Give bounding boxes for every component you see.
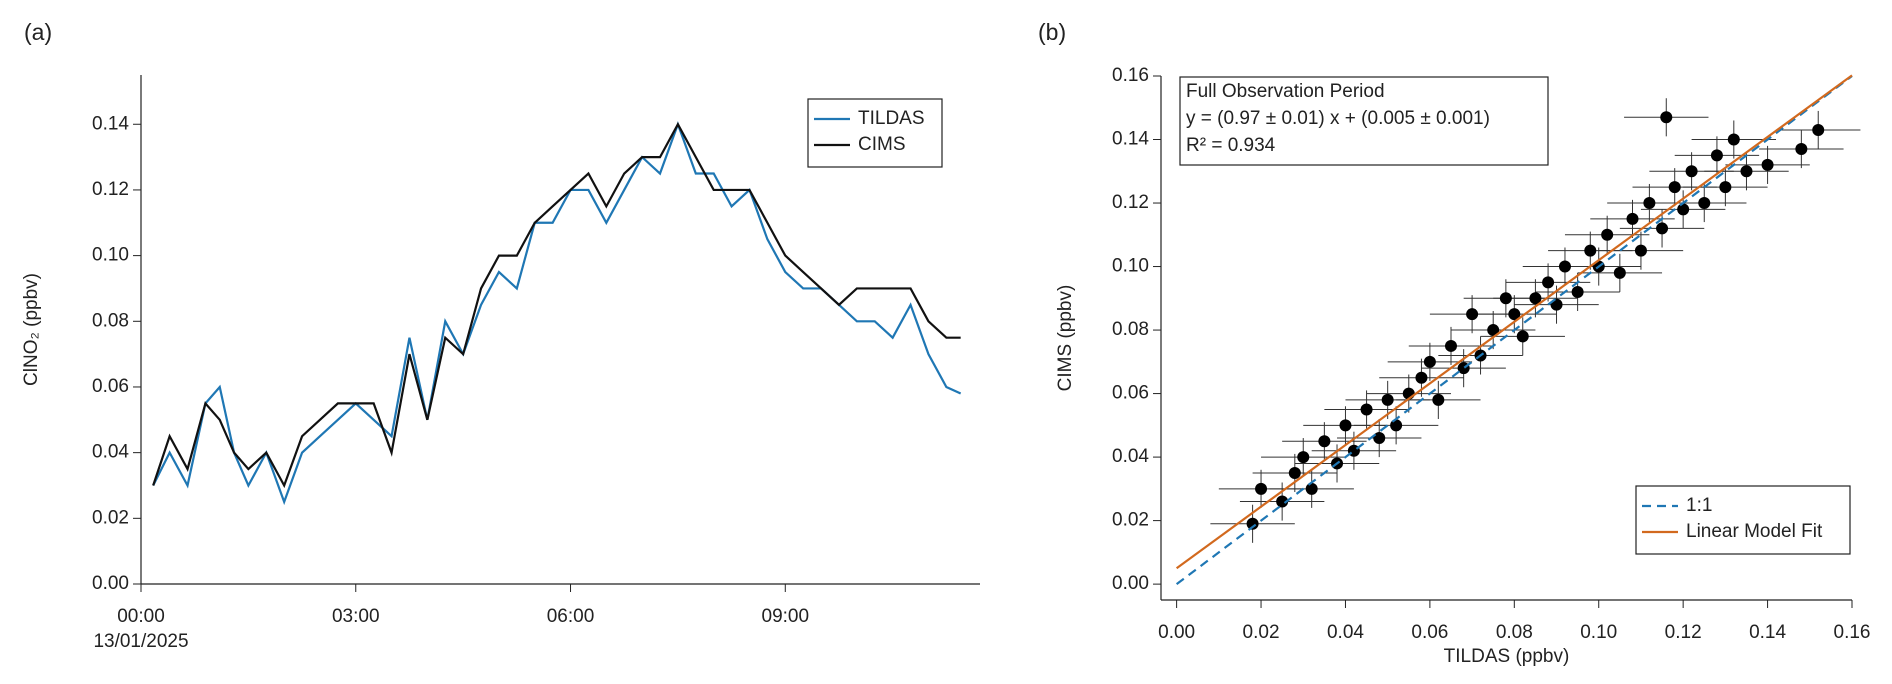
y-tick-label: 0.04 [1112, 446, 1149, 467]
point [1613, 266, 1626, 279]
point [1415, 371, 1428, 384]
y-axis-label: CIMS (ppbv) [1055, 285, 1076, 392]
point [1668, 181, 1681, 194]
y-tick-label: 0.10 [1112, 256, 1149, 277]
x-axis-label: TILDAS (ppbv) [1444, 646, 1570, 667]
annotation-box [1179, 76, 1549, 166]
point [1558, 260, 1571, 273]
point [1643, 197, 1656, 210]
point [1584, 244, 1597, 257]
y-tick-label: 0.06 [1112, 383, 1149, 404]
point [1677, 203, 1690, 216]
point [1339, 419, 1352, 432]
point [1660, 111, 1673, 124]
point [1432, 393, 1445, 406]
annotation-text: Full Observation Period [1186, 81, 1385, 102]
x-tick-label: 0.14 [1749, 622, 1786, 643]
point [1626, 212, 1639, 225]
y-tick-label: 0.14 [1112, 129, 1149, 150]
y-tick-label: 0.02 [92, 507, 129, 528]
legend-label: 1:1 [1686, 495, 1712, 516]
x-tick-label: 0.06 [1411, 622, 1448, 643]
x-date-label: 13/01/2025 [93, 631, 188, 652]
point [1761, 158, 1774, 171]
x-tick-label: 0.00 [1158, 622, 1195, 643]
x-tick-label: 09:00 [762, 606, 810, 627]
series-line [152, 121, 962, 506]
point [1698, 197, 1711, 210]
x-tick-label: 06:00 [547, 606, 595, 627]
point [1727, 133, 1740, 146]
point [1634, 244, 1647, 257]
x-tick-label: 0.16 [1834, 622, 1871, 643]
x-tick-label: 03:00 [332, 606, 380, 627]
point [1656, 222, 1669, 235]
point [1305, 482, 1318, 495]
point [1508, 308, 1521, 321]
point [1466, 308, 1479, 321]
y-tick-label: 0.16 [1112, 65, 1149, 86]
point [1297, 451, 1310, 464]
point [1685, 165, 1698, 178]
point [1360, 403, 1373, 416]
legend-label: TILDAS [858, 108, 925, 129]
point [1381, 393, 1394, 406]
point [1542, 276, 1555, 289]
y-tick-label: 0.00 [1112, 573, 1149, 594]
point [1423, 355, 1436, 368]
legend-box [1635, 485, 1851, 555]
point [1795, 143, 1808, 156]
y-tick-label: 0.08 [92, 310, 129, 331]
fit-line [1175, 74, 1853, 570]
y-tick-label: 0.02 [1112, 510, 1149, 531]
point [1246, 517, 1259, 530]
point [1571, 285, 1584, 298]
y-tick-label: 0.06 [92, 376, 129, 397]
point [1601, 228, 1614, 241]
x-tick-label: 0.04 [1327, 622, 1364, 643]
annotation-text: y = (0.97 ± 0.01) x + (0.005 ± 0.001) [1186, 108, 1490, 129]
point [1516, 330, 1529, 343]
y-tick-label: 0.14 [92, 113, 129, 134]
x-tick-label: 0.12 [1665, 622, 1702, 643]
point [1288, 466, 1301, 479]
point [1373, 432, 1386, 445]
point [1499, 292, 1512, 305]
legend-box [807, 98, 943, 168]
y-tick-label: 0.08 [1112, 319, 1149, 340]
x-tick-label: 0.08 [1496, 622, 1533, 643]
panel-label: (a) [24, 19, 52, 45]
point [1710, 149, 1723, 162]
point [1487, 324, 1500, 337]
y-tick-label: 0.12 [92, 179, 129, 200]
point [1276, 495, 1289, 508]
panel-label: (b) [1038, 19, 1066, 45]
point [1444, 339, 1457, 352]
y-axis-label: ClNO₂ (ppbv) [21, 273, 42, 386]
point [1255, 482, 1268, 495]
y-tick-label: 0.12 [1112, 192, 1149, 213]
legend-label: Linear Model Fit [1686, 521, 1823, 542]
y-tick-label: 0.00 [92, 573, 129, 594]
x-tick-label: 00:00 [117, 606, 165, 627]
legend-label: CIMS [858, 134, 906, 155]
series-line [152, 121, 961, 489]
x-tick-label: 0.10 [1580, 622, 1617, 643]
point [1719, 181, 1732, 194]
x-tick-label: 0.02 [1243, 622, 1280, 643]
fit-line [1175, 75, 1853, 586]
y-tick-label: 0.04 [92, 442, 129, 463]
point [1740, 165, 1753, 178]
point [1812, 123, 1825, 136]
point [1318, 435, 1331, 448]
annotation-text: R² = 0.934 [1186, 135, 1276, 156]
point [1529, 292, 1542, 305]
y-tick-label: 0.10 [92, 245, 129, 266]
